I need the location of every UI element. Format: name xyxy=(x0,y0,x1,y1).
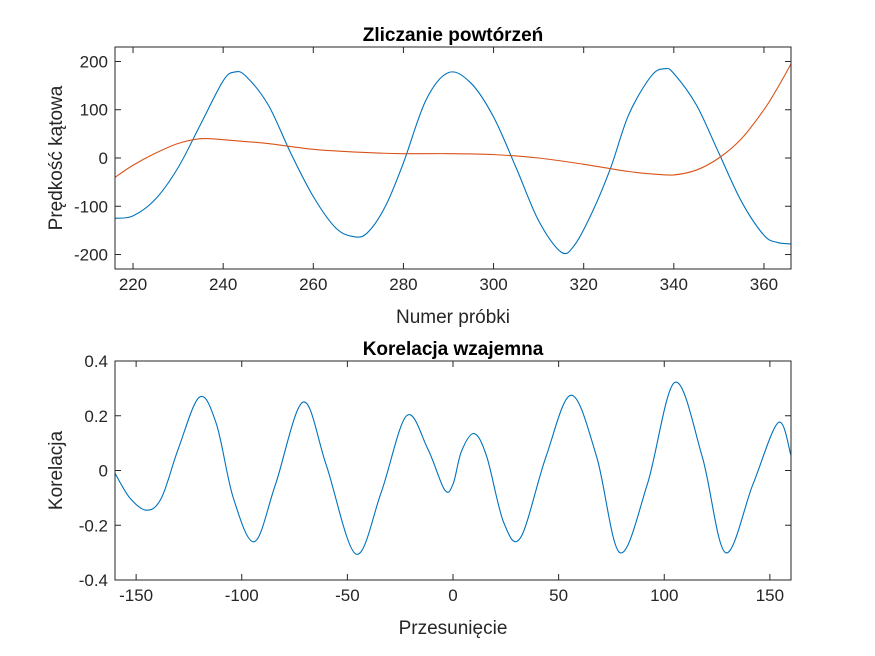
top-x-tick-label: 360 xyxy=(750,275,778,294)
top-y-tick-label: 100 xyxy=(80,101,108,120)
top-series-lines xyxy=(115,63,791,255)
top-chart-title: Zliczanie powtórzeń xyxy=(363,25,544,46)
top-y-tick-label: -100 xyxy=(74,197,108,216)
top-series-line-2 xyxy=(115,63,791,178)
bottom-ticks: -150 -100 -50 0 50 100 150 -0.4 -0.2 0 0.2 0.4 xyxy=(79,352,791,605)
top-ticks: 220 240 260 280 300 320 340 360 -200 -100 0 100 200 xyxy=(74,47,791,294)
bottom-plot-area xyxy=(114,360,792,581)
top-x-tick-label: 260 xyxy=(299,275,327,294)
top-y-axis-label: Prędkość kątowa xyxy=(46,85,67,230)
bottom-x-tick-label: -50 xyxy=(335,586,360,605)
bottom-y-tick-label: 0.4 xyxy=(84,352,108,371)
top-y-tick-label: 200 xyxy=(80,52,108,71)
bottom-x-tick-label: 50 xyxy=(549,586,568,605)
bottom-y-tick-label: -0.2 xyxy=(79,516,108,535)
top-axes-frame xyxy=(114,46,792,270)
top-axes: 220 240 260 280 300 320 340 360-200-1000100200 … xyxy=(46,25,792,328)
bottom-x-tick-label: 150 xyxy=(756,586,784,605)
bottom-axes: -150 -100 -50 0 50 100 150 -0.4 -0.2 0 0.2 0.4 Kore… xyxy=(46,339,792,639)
top-series-line-1 xyxy=(115,67,791,255)
bottom-series-line-1 xyxy=(115,381,791,555)
top-plot-area xyxy=(114,46,792,270)
bottom-y-tick-label: 0 xyxy=(99,462,108,481)
bottom-y-tick-label: 0.2 xyxy=(84,407,108,426)
bottom-y-axis-label: Korelacja xyxy=(46,430,67,510)
bottom-x-tick-label: -150 xyxy=(119,586,153,605)
bottom-x-tick-label: -100 xyxy=(225,586,259,605)
top-y-tick-label: -200 xyxy=(74,246,108,265)
top-x-tick-label: 220 xyxy=(119,275,147,294)
bottom-chart-title: Korelacja wzajemna xyxy=(363,339,544,360)
top-x-tick-label: 320 xyxy=(570,275,598,294)
bottom-x-tick-label: 0 xyxy=(448,586,457,605)
bottom-x-axis-label: Przesunięcie xyxy=(399,618,508,639)
top-x-tick-label: 240 xyxy=(209,275,237,294)
bottom-series-lines xyxy=(115,381,791,555)
top-x-axis-label: Numer próbki xyxy=(396,307,510,328)
top-x-tick-label: 280 xyxy=(389,275,417,294)
bottom-x-tick-label: 100 xyxy=(650,586,678,605)
top-x-tick-label: 340 xyxy=(660,275,688,294)
top-y-tick-label: 0 xyxy=(99,149,108,168)
bottom-axes-frame xyxy=(114,360,792,581)
bottom-y-tick-label: -0.4 xyxy=(79,571,108,590)
top-x-tick-label: 300 xyxy=(479,275,507,294)
